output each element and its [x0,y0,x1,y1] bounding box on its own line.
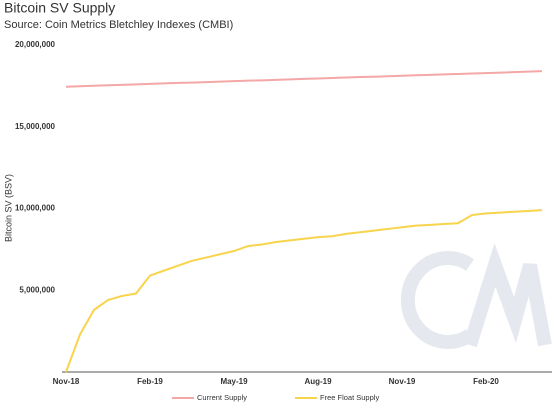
x-tick-label: Aug-19 [304,377,332,386]
chart-title: Bitcoin SV Supply [4,0,115,16]
series-line [65,70,543,88]
legend-label: Free Float Supply [320,393,379,402]
y-tick-label: 20,000,000 [15,40,56,49]
series-line [65,209,543,373]
chart-subtitle: Source: Coin Metrics Bletchley Indexes (… [4,19,233,31]
x-tick-label: Feb-19 [137,377,163,386]
watermark-m [463,243,552,348]
watermark [400,243,552,349]
y-tick-label: 10,000,000 [15,204,56,213]
x-tick-label: Nov-19 [389,377,416,386]
x-tick-label: Feb-20 [473,377,499,386]
y-tick-label: 15,000,000 [15,122,56,131]
legend-label: Current Supply [197,393,247,402]
y-tick-label: 5,000,000 [19,285,55,294]
x-tick-label: Nov-18 [53,377,80,386]
watermark-c [400,251,474,349]
x-tick-label: May-19 [220,377,248,386]
y-axis-label: Bitcoin SV (BSV) [3,174,13,242]
